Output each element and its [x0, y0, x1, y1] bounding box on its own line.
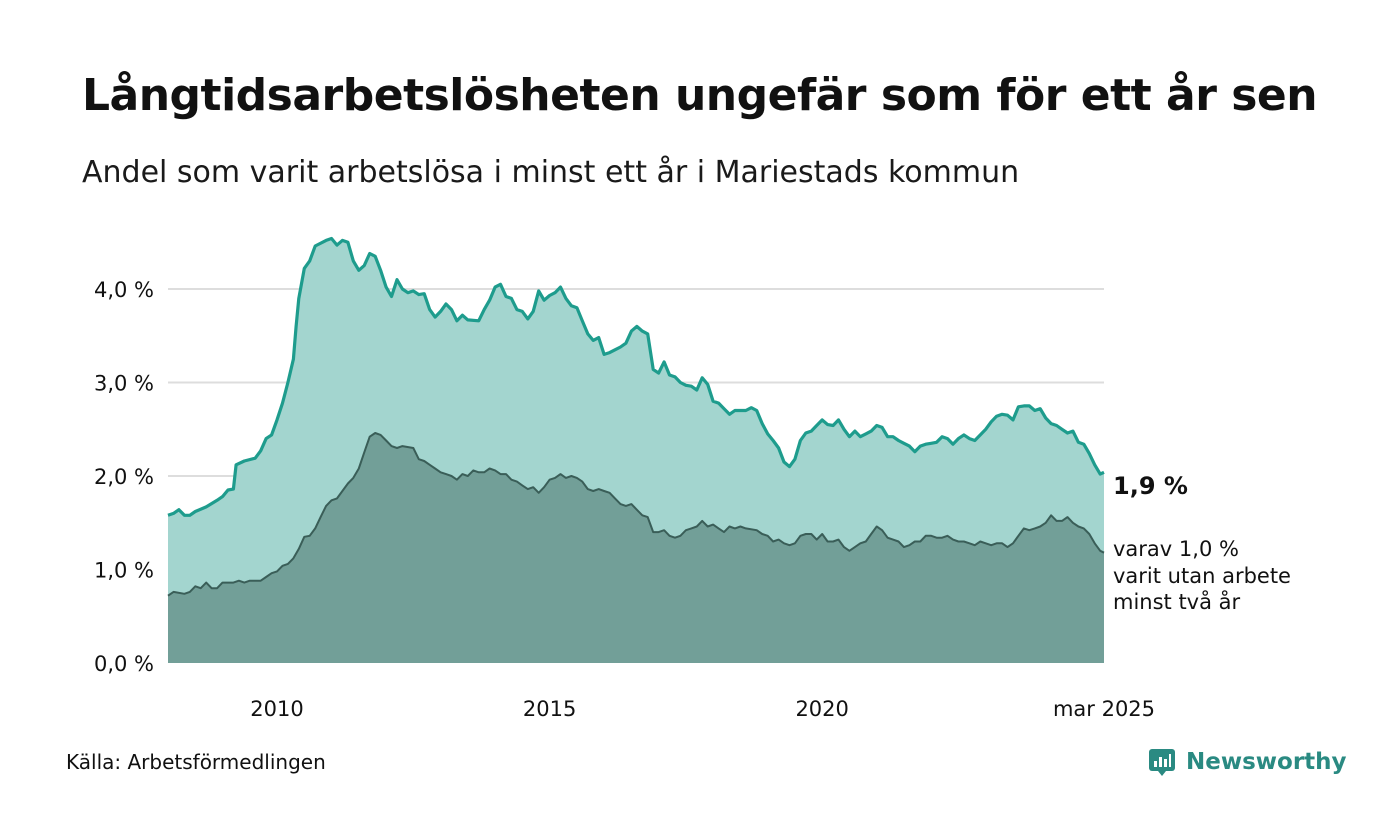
end-label-total: 1,9 %: [1113, 472, 1188, 500]
brand-name: Newsworthy: [1186, 749, 1347, 775]
end-labels: 1,9 % varav 1,0 % varit utan arbete mins…: [1113, 472, 1291, 614]
chart-subtitle: Andel som varit arbetslösa i minst ett å…: [82, 155, 1020, 190]
y-tick-label: 1,0 %: [94, 559, 154, 583]
series-area-2: [168, 433, 1104, 663]
newsworthy-logo-icon: [1149, 749, 1175, 776]
series-line-2: [167, 432, 1105, 597]
x-tick-label: 2010: [250, 697, 303, 721]
source-note: Källa: Arbetsförmedlingen: [66, 750, 326, 774]
chart-title: Långtidsarbetslösheten ungefär som för e…: [82, 70, 1318, 121]
x-tick-label: 2020: [795, 697, 848, 721]
series-line-1: [167, 236, 1105, 517]
y-tick-label: 2,0 %: [94, 465, 154, 489]
x-axis-ticks: 2010 2015 2020 mar 2025: [250, 697, 1155, 721]
y-axis-ticks: 0,0 % 1,0 % 2,0 % 3,0 % 4,0 %: [94, 278, 154, 676]
y-tick-label: 4,0 %: [94, 278, 154, 302]
brand-logo[interactable]: Newsworthy: [1148, 744, 1347, 780]
y-tick-label: 3,0 %: [94, 372, 154, 396]
x-tick-label: mar 2025: [1053, 697, 1155, 721]
end-label-sub-3: minst två år: [1113, 589, 1241, 614]
end-label-sub-1: varav 1,0 %: [1113, 537, 1239, 561]
x-tick-label: 2015: [523, 697, 576, 721]
series-areas: [167, 236, 1105, 663]
y-tick-label: 0,0 %: [94, 652, 154, 676]
end-label-sub-2: varit utan arbete: [1113, 564, 1291, 588]
